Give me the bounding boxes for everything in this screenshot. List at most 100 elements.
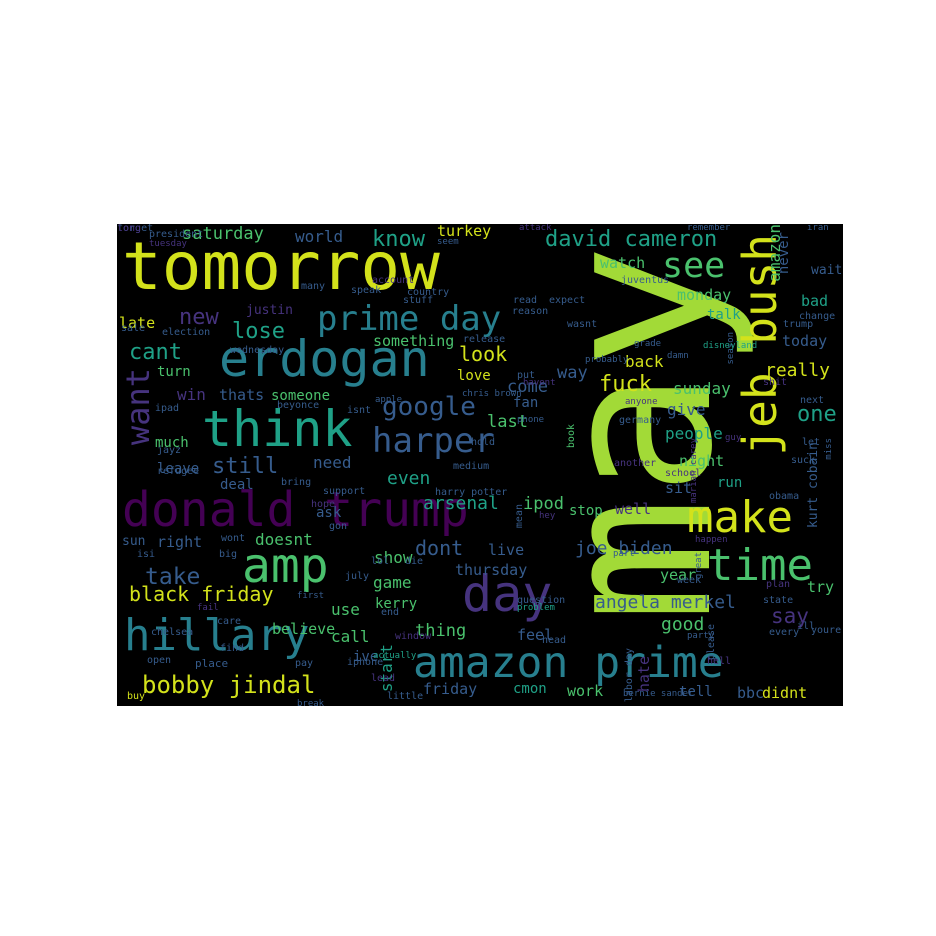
cloud-word: party xyxy=(687,631,715,641)
cloud-word: work xyxy=(567,682,604,700)
cloud-word: make xyxy=(687,492,793,543)
cloud-word: even xyxy=(387,468,431,489)
cloud-word: win xyxy=(177,385,206,404)
cloud-word: account xyxy=(372,275,415,286)
cloud-word: remember xyxy=(687,224,731,233)
cloud-word: talk xyxy=(707,307,741,323)
cloud-word: know xyxy=(372,227,425,252)
cloud-word: buy xyxy=(127,691,146,702)
cloud-word: hate xyxy=(635,656,653,693)
cloud-word: juventus xyxy=(621,275,670,286)
cloud-word: please xyxy=(706,624,717,661)
cloud-word: david cameron xyxy=(545,227,718,252)
cloud-word: end xyxy=(381,607,400,618)
cloud-word: gon xyxy=(329,521,348,532)
cloud-word: one xyxy=(797,402,837,427)
cloud-word: watch xyxy=(600,254,646,272)
cloud-word: thursday xyxy=(455,561,528,579)
cloud-word: actually xyxy=(373,651,417,661)
cloud-word: didnt xyxy=(762,684,808,702)
cloud-word: think xyxy=(202,400,353,458)
cloud-word: long xyxy=(117,224,142,234)
cloud-word: saturday xyxy=(182,224,264,244)
cloud-word: seem xyxy=(437,237,459,247)
cloud-word: lead xyxy=(371,673,396,684)
cloud-word: apple xyxy=(375,395,403,405)
cloud-word: place xyxy=(195,657,229,670)
cloud-word: first xyxy=(297,591,325,601)
cloud-word: bobby jindal xyxy=(142,671,316,699)
cloud-word: kerry xyxy=(375,596,418,612)
cloud-word: erdogan xyxy=(219,330,430,388)
cloud-word: feel xyxy=(517,626,554,644)
cloud-word: lol xyxy=(371,556,390,567)
cloud-word: next xyxy=(800,395,825,406)
cloud-word: still xyxy=(212,454,279,479)
cloud-word: good xyxy=(661,614,705,635)
cloud-word: monday xyxy=(677,286,732,304)
cloud-word: question xyxy=(517,595,566,606)
cloud-word: never xyxy=(776,232,792,275)
cloud-word: turkey xyxy=(437,224,492,240)
cloud-word: wont xyxy=(221,533,246,544)
cloud-word: believe xyxy=(272,620,336,638)
cloud-word: stop xyxy=(569,503,603,519)
cloud-word: expect xyxy=(549,295,586,306)
cloud-word: obama xyxy=(769,491,800,502)
cloud-word: look xyxy=(459,342,508,366)
cloud-word: much xyxy=(155,435,189,451)
cloud-word: sit xyxy=(665,479,693,497)
cloud-word: leave xyxy=(157,461,200,477)
cloud-word: bring xyxy=(281,477,312,488)
cloud-word: late xyxy=(119,314,156,332)
cloud-word: fuck xyxy=(599,372,652,397)
cloud-word: miss xyxy=(824,438,834,460)
cloud-word: another xyxy=(614,458,657,469)
cloud-word: take xyxy=(145,564,201,590)
cloud-word: hope xyxy=(311,499,336,510)
cloud-word: wasnt xyxy=(567,319,598,330)
cloud-word: today xyxy=(782,332,828,350)
cloud-word: release xyxy=(463,334,506,345)
cloud-word: amazon prime xyxy=(413,638,724,688)
cloud-word: google xyxy=(382,392,476,422)
cloud-word: try xyxy=(807,578,835,596)
cloud-word: harry potter xyxy=(435,487,508,498)
cloud-word: love xyxy=(457,368,491,384)
cloud-word: donald trump xyxy=(122,482,469,538)
cloud-word: wait xyxy=(811,263,843,278)
cloud-word: right xyxy=(157,533,203,551)
word-cloud: tomorrow may donald trump amazon prime erdog… xyxy=(117,224,843,706)
cloud-word: cmon xyxy=(513,681,547,697)
cloud-word: every xyxy=(769,627,800,638)
cloud-word: head xyxy=(542,635,567,646)
cloud-word: state xyxy=(763,595,794,606)
cloud-word: give xyxy=(667,400,706,419)
cloud-word: live xyxy=(488,541,525,559)
cloud-word: election xyxy=(162,327,211,338)
cloud-word: big xyxy=(219,549,238,560)
cloud-word: germany xyxy=(619,415,662,426)
cloud-word: anyone xyxy=(625,397,658,407)
cloud-word: way xyxy=(557,363,588,383)
cloud-word: reason xyxy=(512,306,549,317)
cloud-word: hold xyxy=(471,437,496,448)
cloud-word: suck xyxy=(791,455,816,466)
cloud-word: really xyxy=(765,360,831,381)
cloud-word: many xyxy=(301,281,326,292)
cloud-word: window xyxy=(395,631,432,642)
cloud-word: hey xyxy=(539,511,556,521)
cloud-word: come xyxy=(507,377,548,397)
cloud-word: support xyxy=(323,486,366,497)
cloud-word: use xyxy=(331,600,360,619)
cloud-word: fan xyxy=(513,395,539,411)
cloud-word: game xyxy=(373,573,412,592)
cloud-word: bernie sander xyxy=(623,689,694,699)
cloud-word: sunday xyxy=(673,379,731,398)
cloud-word: friday xyxy=(423,680,478,698)
cloud-word: chelsea xyxy=(151,627,194,638)
cloud-word: isnt xyxy=(347,405,372,416)
cloud-word: week xyxy=(677,575,702,586)
cloud-word: bad xyxy=(801,292,829,310)
cloud-word: say xyxy=(771,604,809,628)
